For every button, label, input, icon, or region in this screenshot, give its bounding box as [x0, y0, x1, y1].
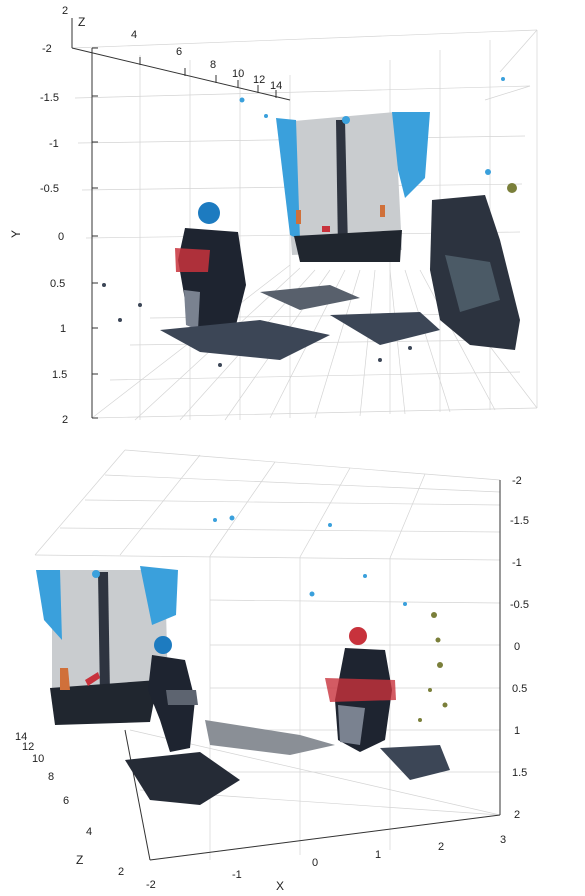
top-y-tick: 1.5: [52, 369, 67, 381]
top-truck-pointcloud: [239, 97, 430, 262]
top-z-corner-tick: 2: [62, 5, 68, 17]
top-y-tick: 2: [62, 414, 68, 426]
bottom-x-tick: 2: [438, 841, 444, 853]
bottom-x-tick: 0: [312, 857, 318, 869]
bottom-z-axis-line: [124, 729, 151, 861]
bottom-x-axis-label: X: [276, 879, 284, 893]
bottom-z-tick-labels: 2 4 6 8 10 12 14: [15, 731, 124, 878]
bottom-y-tick: 0.5: [512, 683, 527, 695]
top-y-tick-labels: -2 -1.5 -1 -0.5 0 0.5 1 1.5 2: [40, 43, 68, 426]
top-z-axis-label: Z: [78, 15, 85, 29]
bottom-y-tick: -0.5: [510, 599, 529, 611]
bottom-plot: -2 -1.5 -1 -0.5 0 0.5 1 1.5 2 -2 -1 0 1 …: [15, 449, 529, 893]
bottom-z-tick: 4: [86, 826, 92, 838]
bottom-y-tick: -1.5: [510, 515, 529, 527]
bottom-y-tick: 1.5: [512, 767, 527, 779]
bottom-z-tick: 8: [48, 771, 54, 783]
bottom-x-tick: -2: [146, 879, 156, 891]
bottom-y-tick: -1: [512, 557, 522, 569]
bottom-left-rider-pointcloud: [148, 636, 198, 752]
top-plot: Z 2 Y -2 -1.5 -1 -0.5 0 0.5 1 1.5 2 4 6 …: [9, 5, 538, 426]
top-y-tick: -1.5: [40, 92, 59, 104]
bottom-truck-pointcloud: [36, 566, 178, 725]
top-y-tick: -0.5: [40, 183, 59, 195]
top-y-tick: -1: [49, 138, 59, 150]
bottom-ground-debris: [125, 515, 450, 805]
bottom-y-tick: 0: [514, 641, 520, 653]
top-y-tick: 1: [60, 323, 66, 335]
top-right-rider-pointcloud: [430, 77, 520, 350]
bottom-y-tick-labels: -2 -1.5 -1 -0.5 0 0.5 1 1.5 2: [510, 475, 529, 821]
bottom-z-tick: 10: [32, 753, 44, 765]
bottom-z-axis-label: Z: [76, 853, 83, 867]
top-ground-debris: [102, 283, 440, 367]
bottom-x-tick: 1: [375, 849, 381, 861]
top-z-axis-line: [71, 47, 291, 101]
bottom-y-tick: -2: [512, 475, 522, 487]
bottom-z-tick: 6: [63, 795, 69, 807]
bottom-x-tick-labels: -2 -1 0 1 2 3: [146, 834, 506, 891]
top-z-tick: 12: [253, 74, 265, 86]
top-y-tick: 0.5: [50, 278, 65, 290]
bottom-y-tick: 1: [514, 725, 520, 737]
bottom-x-axis-line: [149, 814, 501, 861]
bottom-y-tick: 2: [514, 809, 520, 821]
top-z-tick-labels: 4 6 8 10 12 14: [131, 29, 282, 92]
top-z-tick: 4: [131, 29, 137, 41]
bottom-x-tick: 3: [500, 834, 506, 846]
bottom-x-tick: -1: [232, 869, 242, 881]
bottom-z-tick: 12: [22, 741, 34, 753]
top-y-tick: 0: [58, 231, 64, 243]
bottom-z-tick: 2: [118, 866, 124, 878]
bottom-right-rider-pointcloud: [325, 627, 396, 752]
top-z-tick: 14: [270, 80, 282, 92]
top-rider-pointcloud: [175, 202, 246, 332]
top-z-tick: 6: [176, 46, 182, 58]
top-z-tick: 8: [210, 59, 216, 71]
top-y-tick: -2: [42, 43, 52, 55]
bottom-olive-points: [418, 612, 448, 722]
top-y-axis-label: Y: [9, 230, 23, 238]
bottom-z-tick: 14: [15, 731, 27, 743]
top-z-tick: 10: [232, 68, 244, 80]
